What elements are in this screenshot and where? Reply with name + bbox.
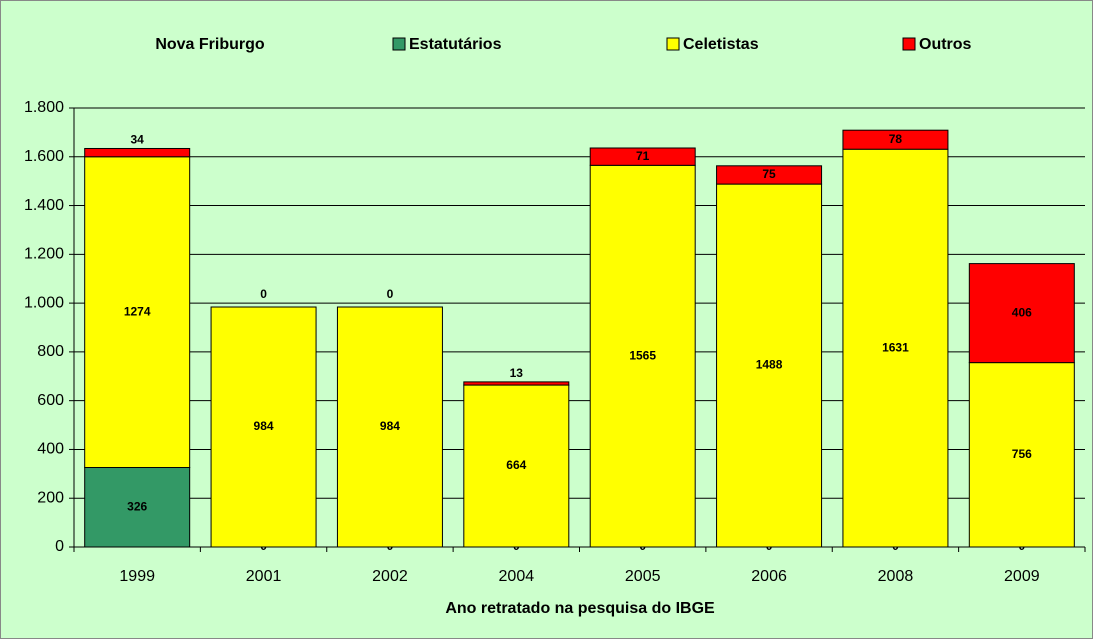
bar-segment	[589, 147, 696, 166]
chart-title: Nova Friburgo	[155, 36, 265, 53]
bar-segment	[716, 183, 823, 548]
legend-swatch	[666, 37, 680, 51]
bar-segment	[84, 156, 191, 468]
legend-label: Outros	[919, 36, 972, 53]
data-label: 0	[260, 287, 267, 301]
y-tick-label: 200	[37, 489, 64, 506]
y-tick-label: 400	[37, 441, 64, 458]
data-label: 75	[762, 167, 776, 181]
x-tick-label: 2008	[878, 568, 914, 585]
y-tick-label: 0	[55, 538, 64, 555]
data-label: 13	[510, 366, 524, 380]
data-label: 1274	[124, 304, 151, 318]
data-label: 34	[131, 133, 145, 147]
bar-segment	[589, 164, 696, 548]
bar-segment	[210, 306, 317, 548]
data-label: 326	[127, 499, 147, 513]
data-label: 1565	[629, 348, 656, 362]
y-tick-label: 1.000	[24, 294, 64, 311]
bar-segment	[84, 147, 191, 158]
y-tick-label: 1.400	[24, 197, 64, 214]
data-label: 406	[1012, 305, 1032, 319]
y-tick-label: 1.200	[24, 246, 64, 263]
bar-segment	[968, 263, 1075, 364]
bar-segment	[842, 129, 949, 150]
x-tick-label: 2009	[1004, 568, 1040, 585]
legend-label: Estatutários	[409, 36, 502, 53]
x-axis-label: Ano retratado na pesquisa do IBGE	[445, 600, 715, 617]
y-tick-label: 1.800	[24, 99, 64, 116]
data-label: 0	[387, 287, 394, 301]
data-label: 984	[380, 419, 400, 433]
legend-swatch	[902, 37, 916, 51]
y-tick-label: 600	[37, 392, 64, 409]
x-tick-label: 2001	[246, 568, 282, 585]
bar-segment	[463, 384, 570, 548]
legend-label: Celetistas	[683, 36, 759, 53]
data-label: 1488	[756, 358, 783, 372]
data-label: 1631	[882, 340, 909, 354]
x-tick-label: 2006	[751, 568, 787, 585]
x-tick-label: 2002	[372, 568, 408, 585]
y-tick-label: 800	[37, 343, 64, 360]
data-label: 984	[254, 419, 274, 433]
y-tick-label: 1.600	[24, 148, 64, 165]
x-tick-label: 2004	[499, 568, 535, 585]
data-label: 756	[1012, 447, 1032, 461]
data-label: 78	[889, 132, 903, 146]
x-tick-label: 2005	[625, 568, 661, 585]
bar-segment	[716, 165, 823, 185]
data-label: 71	[636, 149, 650, 163]
bar-segment	[336, 306, 443, 548]
x-tick-label: 1999	[119, 568, 155, 585]
bar-segment	[463, 381, 570, 386]
legend-swatch	[392, 37, 406, 51]
data-label: 664	[506, 458, 526, 472]
